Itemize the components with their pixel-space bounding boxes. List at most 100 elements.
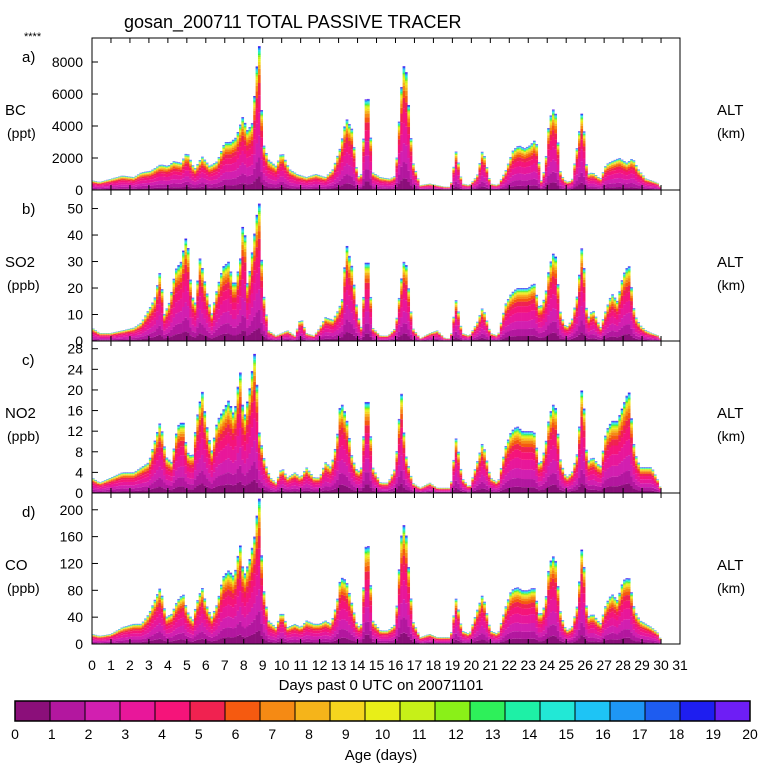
- age-band-segment: [511, 155, 515, 157]
- age-band-segment: [101, 182, 105, 184]
- age-band-segment: [350, 135, 354, 137]
- age-band-segment: [575, 167, 579, 175]
- age-band-segment: [203, 173, 207, 179]
- age-band-segment: [357, 179, 361, 181]
- age-band-segment: [163, 170, 166, 172]
- age-band-segment: [129, 187, 133, 189]
- age-band-segment: [637, 172, 640, 174]
- age-band-segment: [193, 171, 197, 173]
- age-band-segment: [229, 158, 233, 165]
- age-band-segment: [234, 155, 237, 163]
- age-band-segment: [201, 159, 204, 160]
- age-band-segment: [438, 189, 441, 190]
- age-band-segment: [295, 186, 299, 189]
- age-band-segment: [255, 98, 259, 109]
- age-band-segment: [186, 176, 190, 182]
- age-band-segment: [521, 173, 524, 181]
- age-band-segment: [646, 183, 650, 185]
- age-band-segment: [307, 184, 311, 187]
- age-band-segment: [298, 178, 301, 181]
- age-band-segment: [333, 167, 337, 169]
- age-band-segment: [179, 165, 183, 167]
- age-band-segment: [535, 179, 539, 186]
- age-band-segment: [284, 167, 287, 171]
- age-band-segment: [255, 79, 259, 83]
- age-band-segment: [523, 167, 527, 175]
- age-band-segment: [578, 135, 581, 137]
- age-band-segment: [381, 187, 384, 189]
- age-band-segment: [284, 163, 287, 165]
- age-band-segment: [404, 102, 408, 113]
- age-band-segment: [450, 185, 453, 188]
- age-band-segment: [395, 168, 399, 173]
- age-band-segment: [343, 133, 346, 135]
- age-band-segment: [355, 184, 358, 188]
- age-band-segment: [141, 183, 145, 186]
- age-band-segment: [246, 167, 249, 177]
- age-band-segment: [253, 104, 256, 107]
- age-band-segment: [450, 184, 453, 185]
- age-band-segment: [404, 82, 408, 85]
- age-band-segment: [177, 171, 181, 176]
- age-band-segment: [540, 186, 543, 188]
- age-band-segment: [291, 174, 294, 176]
- age-band-segment: [338, 174, 342, 181]
- age-band-segment: [92, 187, 95, 190]
- age-band-segment: [613, 163, 617, 165]
- age-band-segment: [431, 185, 434, 187]
- age-band-segment: [582, 137, 586, 139]
- age-band-segment: [317, 186, 320, 189]
- age-band-segment: [620, 163, 624, 165]
- age-band-segment: [239, 126, 242, 128]
- age-band-segment: [167, 168, 171, 171]
- age-band-segment: [402, 162, 406, 179]
- age-band-segment: [551, 171, 555, 183]
- age-band-segment: [383, 188, 387, 190]
- age-band-segment: [253, 97, 256, 99]
- age-band-segment: [210, 184, 214, 188]
- age-band-segment: [400, 151, 403, 167]
- age-band-segment: [378, 183, 382, 186]
- age-band-segment: [158, 173, 162, 177]
- age-band-segment: [480, 154, 484, 156]
- age-band-segment: [279, 158, 282, 160]
- age-band-segment: [592, 175, 595, 177]
- age-band-segment: [198, 167, 202, 171]
- age-band-segment: [551, 113, 555, 115]
- age-band-segment: [165, 169, 169, 171]
- age-band-segment: [307, 186, 311, 189]
- age-band-segment: [506, 166, 510, 168]
- age-band-segment: [397, 144, 401, 154]
- age-band-segment: [637, 176, 640, 180]
- age-band-segment: [521, 161, 524, 168]
- age-band-segment: [409, 142, 413, 143]
- age-band-segment: [234, 148, 237, 152]
- age-band-segment: [625, 183, 629, 188]
- age-band-segment: [623, 165, 626, 167]
- age-band-segment: [129, 188, 133, 190]
- age-band-segment: [556, 158, 560, 165]
- age-band-segment: [639, 186, 643, 189]
- age-band-segment: [611, 174, 614, 180]
- age-band-segment: [414, 188, 418, 190]
- age-band-segment: [118, 178, 121, 180]
- age-band-segment: [549, 182, 553, 190]
- age-band-segment: [137, 184, 140, 187]
- age-band-segment: [253, 110, 256, 115]
- age-band-segment: [578, 136, 581, 138]
- age-band-segment: [193, 185, 197, 188]
- age-band-segment: [627, 164, 631, 166]
- age-band-segment: [250, 183, 254, 190]
- age-band-segment: [535, 146, 539, 148]
- age-band-segment: [307, 182, 311, 185]
- age-band-segment: [115, 181, 119, 184]
- age-band-segment: [295, 179, 299, 182]
- age-band-segment: [570, 181, 574, 183]
- age-band-segment: [198, 187, 202, 190]
- age-band-segment: [177, 187, 181, 190]
- age-band-segment: [404, 178, 408, 190]
- age-band-segment: [222, 185, 226, 190]
- age-band-segment: [329, 175, 332, 177]
- age-band-segment: [414, 174, 418, 176]
- age-band-segment: [585, 172, 588, 177]
